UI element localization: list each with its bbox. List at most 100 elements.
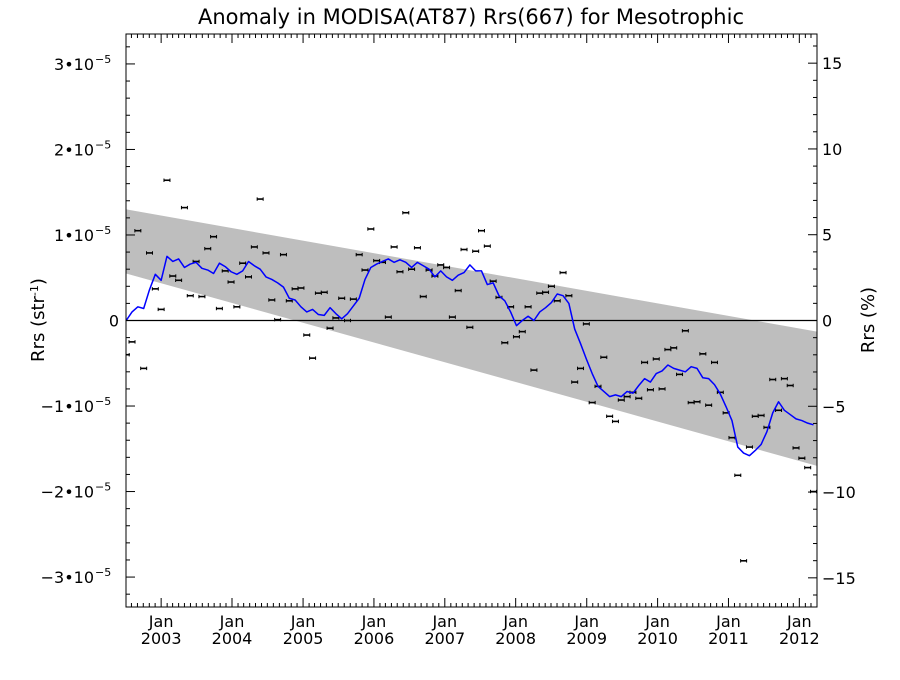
data-point — [338, 296, 346, 300]
x-tick-year: 2009 — [566, 629, 607, 648]
ticks-layer: 3•10 −52•10 −51•10 −50−1•10 −5−2•10 −5−3•10 −5… — [41, 34, 856, 648]
data-point — [652, 357, 660, 361]
x-tick-month: Jan — [431, 612, 457, 631]
data-point — [245, 275, 253, 279]
data-point — [804, 465, 812, 470]
y2-tick-label: −10 — [822, 483, 856, 502]
x-tick-month: Jan — [644, 612, 670, 631]
x-tick-year: 2007 — [424, 629, 465, 648]
data-point — [279, 252, 287, 257]
data-point — [757, 413, 765, 418]
data-point — [408, 267, 416, 271]
y2-tick-label: −5 — [822, 397, 846, 416]
data-point — [810, 489, 817, 494]
x-tick-year: 2008 — [495, 629, 536, 648]
data-point — [367, 227, 375, 231]
x-tick-month: Jan — [573, 612, 599, 631]
data-point — [349, 297, 357, 301]
data-point — [606, 414, 614, 418]
data-point — [250, 245, 258, 249]
data-point — [355, 252, 363, 257]
data-point — [745, 445, 753, 449]
data-point — [792, 446, 800, 450]
data-point — [524, 305, 532, 309]
data-point — [169, 274, 177, 278]
data-point — [786, 383, 794, 388]
data-point — [798, 456, 806, 460]
data-point — [268, 298, 276, 302]
data-point — [413, 246, 421, 250]
data-point — [402, 211, 410, 215]
x-tick-month: Jan — [148, 612, 174, 631]
x-tick-year: 2005 — [283, 629, 324, 648]
data-point — [239, 261, 247, 265]
x-tick-year: 2011 — [708, 629, 749, 648]
data-point — [396, 270, 404, 274]
data-point — [588, 400, 596, 405]
x-tick-year: 2003 — [141, 629, 182, 648]
data-point — [297, 286, 305, 290]
data-point — [390, 245, 398, 249]
data-point — [186, 293, 194, 298]
data-point — [571, 380, 579, 384]
data-point — [151, 287, 159, 291]
data-point — [256, 197, 264, 201]
y2-tick-label: 10 — [822, 140, 842, 159]
data-point — [303, 333, 311, 337]
data-point — [646, 388, 654, 392]
y-axis-right-title: Rrs (%) — [858, 287, 879, 353]
data-point — [518, 329, 526, 334]
y-axis-left-title-sup: -1 — [28, 285, 41, 296]
trend-band — [126, 209, 817, 466]
data-point — [769, 377, 777, 382]
data-point — [454, 288, 462, 293]
data-point — [658, 387, 666, 391]
data-point — [670, 346, 678, 350]
data-point — [681, 329, 689, 333]
data-point — [483, 244, 491, 248]
trend-band-layer — [126, 209, 817, 466]
data-point — [145, 251, 153, 255]
data-point — [489, 279, 497, 283]
data-point — [180, 205, 188, 210]
data-point — [775, 408, 783, 413]
x-tick-month: Jan — [361, 612, 387, 631]
data-point — [501, 341, 509, 345]
data-point — [384, 315, 392, 319]
data-point — [309, 356, 317, 360]
data-point — [233, 305, 241, 309]
data-point — [734, 473, 742, 478]
y-axis-left-title-base: Rrs (str — [28, 295, 49, 361]
data-point — [641, 360, 649, 365]
data-point — [611, 419, 619, 424]
y2-tick-label: 0 — [822, 312, 832, 331]
x-tick-month: Jan — [786, 612, 812, 631]
data-point — [623, 394, 631, 399]
x-tick-month: Jan — [219, 612, 245, 631]
data-point — [740, 559, 748, 563]
y2-tick-label: −15 — [822, 569, 856, 588]
data-point — [326, 326, 334, 330]
y2-tick-label: 5 — [822, 226, 832, 245]
data-point — [262, 251, 270, 255]
data-point — [419, 294, 427, 299]
data-point — [530, 368, 538, 372]
data-point — [134, 228, 142, 233]
data-point — [443, 265, 451, 270]
data-point — [227, 280, 235, 284]
data-point — [600, 355, 608, 359]
x-tick-year: 2004 — [212, 629, 253, 648]
data-point — [565, 293, 573, 298]
data-point — [716, 390, 724, 395]
y-tick-label: −3•10 — [41, 568, 94, 587]
x-tick-year: 2012 — [779, 629, 820, 648]
data-point — [320, 290, 328, 294]
data-point — [705, 403, 713, 407]
x-tick-month: Jan — [715, 612, 741, 631]
y-tick-label: 2•10 — [54, 140, 94, 159]
data-point — [361, 268, 369, 272]
y-tick-label-exponent: −5 — [95, 53, 111, 66]
data-point — [204, 246, 212, 251]
y-axis-left-title: Rrs (str-1) — [28, 278, 49, 362]
data-point — [693, 400, 701, 404]
